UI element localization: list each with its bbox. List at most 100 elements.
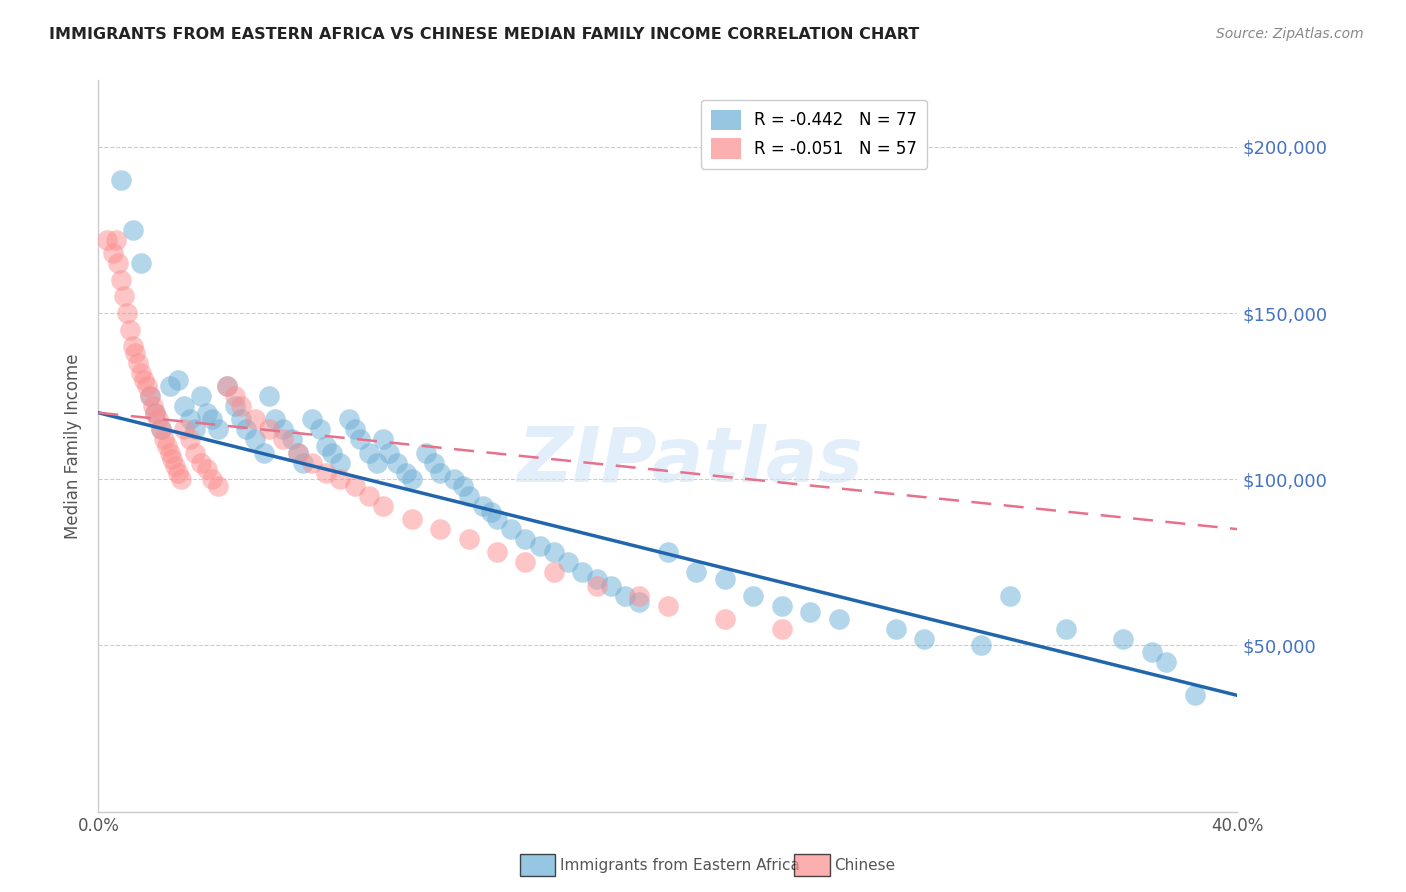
Point (479, 506, 502, 520)
Point (457, 489, 479, 503)
Point (110, 273, 132, 287)
Y-axis label: Median Family Income: Median Family Income (65, 353, 83, 539)
Point (148, 412, 170, 426)
Point (395, 466, 418, 480)
Point (110, 173, 132, 187)
Point (170, 472, 193, 486)
Point (184, 445, 207, 459)
Point (557, 555, 579, 569)
Point (121, 339, 143, 353)
Point (529, 539, 551, 553)
Point (224, 389, 246, 403)
Point (321, 445, 343, 459)
Point (309, 422, 332, 436)
Point (828, 612, 851, 626)
Point (229, 412, 252, 426)
Text: IMMIGRANTS FROM EASTERN AFRICA VS CHINESE MEDIAN FAMILY INCOME CORRELATION CHART: IMMIGRANTS FROM EASTERN AFRICA VS CHINES… (49, 27, 920, 42)
Point (998, 589, 1021, 603)
Point (486, 512, 509, 526)
Point (96, 233, 118, 247)
Point (150, 422, 173, 436)
Point (150, 422, 173, 436)
Point (501, 522, 523, 536)
Point (315, 466, 337, 480)
Point (235, 422, 257, 436)
Point (714, 572, 737, 586)
Point (884, 622, 907, 636)
Legend: R = -0.442   N = 77, R = -0.051   N = 57: R = -0.442 N = 77, R = -0.051 N = 57 (702, 100, 927, 169)
Point (184, 422, 207, 436)
Point (357, 489, 380, 503)
Text: Immigrants from Eastern Africa: Immigrants from Eastern Africa (560, 858, 800, 872)
Point (1056, 622, 1078, 636)
Point (401, 472, 423, 486)
Point (387, 456, 409, 470)
Point (657, 599, 679, 613)
Point (281, 433, 304, 447)
Point (366, 456, 388, 470)
Point (1154, 655, 1177, 669)
Point (799, 605, 821, 619)
Point (337, 412, 360, 426)
Point (264, 412, 287, 426)
Point (770, 599, 793, 613)
Point (135, 379, 157, 393)
Point (259, 422, 281, 436)
Point (127, 356, 149, 370)
Point (190, 389, 212, 403)
Point (107, 256, 129, 270)
Point (112, 289, 135, 303)
Point (224, 399, 246, 413)
Point (628, 589, 651, 603)
Point (273, 433, 295, 447)
Point (173, 399, 195, 413)
Point (486, 545, 509, 559)
Point (252, 445, 274, 459)
Point (301, 412, 323, 426)
Point (207, 479, 229, 493)
Point (132, 372, 155, 386)
Point (138, 389, 160, 403)
Point (118, 323, 141, 337)
Point (457, 532, 479, 546)
Point (259, 389, 281, 403)
Point (195, 406, 218, 420)
Point (129, 256, 152, 270)
Point (329, 472, 352, 486)
Point (614, 589, 637, 603)
Point (243, 433, 266, 447)
Point (141, 399, 163, 413)
Point (201, 472, 224, 486)
Point (628, 595, 651, 609)
Point (685, 566, 707, 580)
Point (373, 499, 395, 513)
Point (415, 445, 437, 459)
Text: Chinese: Chinese (834, 858, 894, 872)
Point (115, 306, 138, 320)
Point (343, 422, 366, 436)
Point (129, 366, 152, 380)
Point (138, 389, 160, 403)
Point (215, 379, 238, 393)
Point (287, 445, 309, 459)
Point (101, 246, 124, 260)
Point (153, 433, 176, 447)
Point (124, 346, 146, 360)
Point (912, 632, 935, 646)
Point (401, 512, 423, 526)
Point (162, 452, 184, 467)
Point (515, 555, 537, 569)
Point (201, 412, 224, 426)
Point (471, 499, 494, 513)
Point (301, 456, 323, 470)
Point (167, 466, 190, 480)
Point (357, 445, 380, 459)
Point (770, 622, 793, 636)
Point (159, 379, 181, 393)
Point (429, 466, 451, 480)
Point (1140, 645, 1163, 659)
Point (742, 589, 765, 603)
Point (167, 372, 190, 386)
Point (207, 422, 229, 436)
Point (657, 545, 679, 559)
